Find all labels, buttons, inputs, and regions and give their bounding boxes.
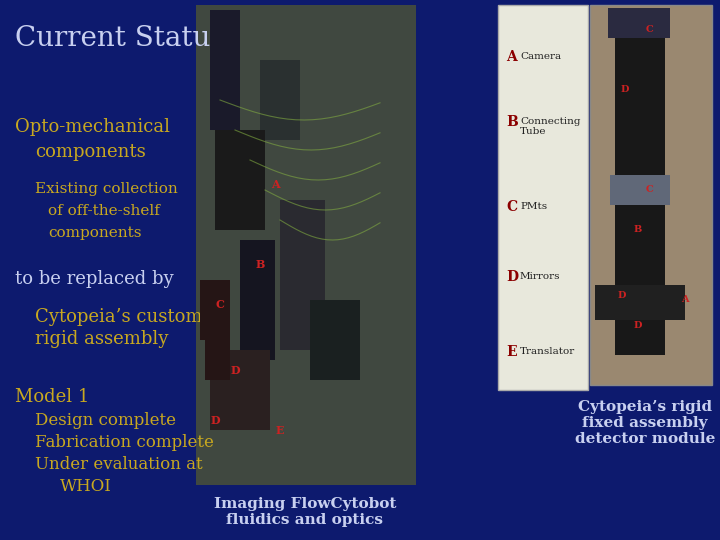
Text: Model 1: Model 1: [15, 388, 89, 406]
Text: Opto-mechanical: Opto-mechanical: [15, 118, 170, 136]
Bar: [215, 130, 265, 230]
Text: Camera: Camera: [520, 52, 561, 61]
Text: B: B: [256, 260, 265, 271]
Text: Imaging FlowCytobot
fluidics and optics: Imaging FlowCytobot fluidics and optics: [214, 497, 396, 527]
Bar: [595, 285, 685, 320]
Text: components: components: [35, 143, 145, 161]
Bar: [310, 300, 360, 380]
Bar: [240, 240, 275, 360]
Text: C: C: [215, 300, 225, 310]
Text: of off-the-shelf: of off-the-shelf: [48, 204, 160, 218]
Text: Current Status: Current Status: [15, 24, 225, 51]
Text: D: D: [210, 415, 220, 426]
Text: Design complete: Design complete: [35, 412, 176, 429]
Bar: [210, 10, 240, 130]
Bar: [205, 340, 230, 380]
Text: B: B: [634, 226, 642, 234]
Text: PMts: PMts: [520, 202, 547, 211]
Text: Existing collection: Existing collection: [35, 182, 178, 196]
Bar: [608, 8, 670, 38]
Bar: [590, 5, 712, 385]
Text: D: D: [506, 270, 518, 284]
Text: E: E: [506, 345, 517, 359]
Text: Under evaluation at: Under evaluation at: [35, 456, 202, 473]
Bar: [260, 60, 300, 140]
Text: D: D: [230, 364, 240, 375]
Text: C: C: [646, 25, 654, 35]
Text: A: A: [271, 179, 279, 191]
Text: Translator: Translator: [520, 347, 575, 356]
Text: components: components: [48, 226, 142, 240]
Text: to be replaced by: to be replaced by: [15, 270, 174, 288]
Text: Cytopeia’s rigid
fixed assembly
detector module: Cytopeia’s rigid fixed assembly detector…: [575, 400, 715, 447]
Text: Fabrication complete: Fabrication complete: [35, 434, 214, 451]
Text: Connecting
Tube: Connecting Tube: [520, 117, 580, 137]
Bar: [280, 200, 325, 350]
Text: C: C: [506, 200, 517, 214]
Bar: [498, 5, 588, 390]
Text: Mirrors: Mirrors: [520, 272, 560, 281]
Bar: [196, 5, 416, 485]
Text: WHOI: WHOI: [60, 478, 112, 495]
Text: D: D: [634, 321, 642, 329]
Bar: [200, 280, 230, 340]
Text: E: E: [276, 424, 284, 435]
Text: B: B: [506, 115, 518, 129]
Text: C: C: [646, 186, 654, 194]
Bar: [615, 15, 665, 355]
Text: A: A: [681, 295, 689, 305]
Text: D: D: [618, 291, 626, 300]
Bar: [210, 350, 270, 430]
Bar: [610, 175, 670, 205]
Text: rigid assembly: rigid assembly: [35, 330, 168, 348]
Text: A: A: [506, 50, 517, 64]
Text: D: D: [621, 85, 629, 94]
Text: Cytopeia’s custom: Cytopeia’s custom: [35, 308, 202, 326]
